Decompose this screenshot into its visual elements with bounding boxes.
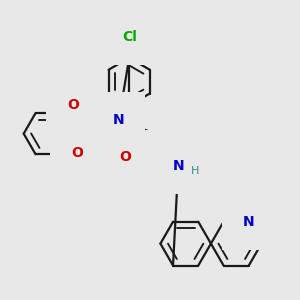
Text: Cl: Cl — [122, 30, 136, 44]
Text: S: S — [76, 122, 87, 137]
Text: N: N — [172, 159, 184, 173]
Text: O: O — [71, 146, 83, 160]
Text: O: O — [67, 98, 79, 112]
Text: H: H — [190, 166, 199, 176]
Text: O: O — [119, 150, 131, 164]
Text: N: N — [243, 215, 255, 229]
Text: N: N — [113, 113, 124, 127]
